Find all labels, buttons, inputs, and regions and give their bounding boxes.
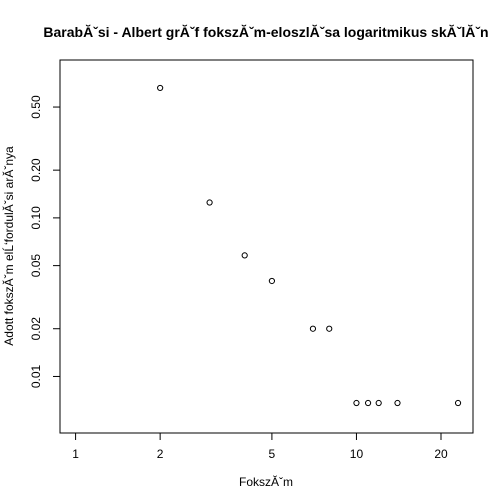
chart-title: BarabĂˇsi - Albert grĂˇf fokszĂˇm-eloszl… (43, 24, 488, 40)
data-points (157, 84, 462, 407)
y-tick-label: 0.50 (29, 95, 43, 119)
data-point (241, 252, 248, 259)
data-point (353, 399, 360, 407)
data-point (375, 399, 382, 407)
plot-frame (59, 59, 474, 434)
data-point (268, 277, 276, 285)
x-tick-label: 1 (72, 447, 79, 461)
data-point (309, 325, 317, 332)
data-point (394, 399, 401, 407)
y-tick-label: 0.01 (29, 364, 43, 388)
y-tick-label: 0.20 (29, 158, 43, 182)
y-tick-label: 0.10 (29, 206, 43, 230)
y-axis-label: Adott fokszĂˇm elĹ‘fordulĂˇsi arĂˇnya (1, 146, 16, 346)
x-axis-label: FokszĂˇm (239, 474, 293, 489)
x-axis: 1 2 5 10 20 (72, 433, 448, 461)
x-tick-label: 10 (350, 447, 364, 461)
data-point (364, 399, 372, 407)
data-point (326, 325, 333, 332)
x-tick-label: 2 (157, 447, 164, 461)
y-tick-label: 0.05 (29, 254, 43, 278)
x-tick-label: 20 (434, 447, 448, 461)
y-tick-label: 0.02 (29, 317, 43, 341)
data-point (454, 399, 462, 407)
y-axis: 0.01 0.02 0.05 0.10 0.20 0.50 (29, 95, 60, 388)
x-tick-label: 5 (269, 447, 276, 461)
data-point (157, 84, 164, 92)
data-point (206, 199, 213, 206)
